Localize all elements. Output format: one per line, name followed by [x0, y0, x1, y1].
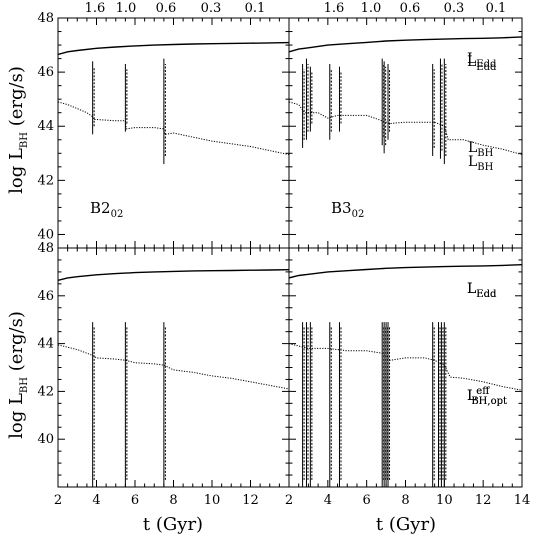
label-l-bh: Leff BH,opt: [467, 386, 507, 407]
top-tick-label: 0.6: [400, 1, 421, 16]
top-tick-label: 0.1: [486, 1, 507, 16]
series-line: [58, 41, 289, 56]
series-l-bh: [58, 322, 289, 487]
series-line: [58, 344, 289, 390]
panel-2: 1.6 1.0 0.6 0.3 0.1 LEdd LBH B302: [288, 1, 523, 249]
label-l-bh: Leff BH,opt: [467, 386, 507, 407]
label-l-edd: LEdd: [467, 281, 497, 300]
panel-frame: [288, 17, 523, 249]
series-line: [58, 269, 289, 281]
series-l-edd: [58, 269, 289, 281]
x-tick-label: 2: [285, 493, 293, 508]
x-tick-label: 10: [204, 493, 221, 508]
label-l-edd: LEdd: [467, 51, 497, 70]
svg-text:log LBH (erg/s): log LBH (erg/s): [6, 311, 30, 439]
x-tick-label: 6: [131, 493, 139, 508]
series-l-bh: [289, 322, 522, 487]
x-tick-label: 4: [92, 493, 100, 508]
y-tick-label: 48: [37, 241, 54, 256]
label-l-bh: LBH: [468, 140, 494, 159]
x-tick-label: 12: [242, 493, 259, 508]
series-l-bh: [58, 58, 289, 165]
panel-frame: [288, 247, 523, 488]
series-line: [289, 343, 522, 391]
y-axis-label-sub: BH: [19, 132, 30, 148]
panel-1: 40 42 44 46 48 1.6 1.0 0.6 0.3 0.1 LEdd LBH B202: [37, 1, 497, 249]
series-l-bh: [289, 58, 522, 165]
x-axis-label-left: t (Gyr): [143, 514, 203, 535]
panel-4: 2 4 6 8 10 12 14 LEdd Leff BH,opt: [285, 247, 531, 508]
label-l-bh: LBH: [468, 154, 494, 173]
y-axis-label-bottom: log LBH (erg/s): [6, 311, 30, 439]
panel-name: B202: [90, 199, 123, 220]
series-line: [289, 101, 522, 156]
label-l-edd: LEdd: [467, 54, 497, 73]
series-l-edd: [58, 41, 289, 56]
label-l-edd: LEdd: [467, 281, 497, 300]
top-tick-label: 0.6: [156, 1, 177, 16]
series-line: [58, 101, 289, 156]
svg-text:log LBH (erg/s): log LBH (erg/s): [6, 66, 30, 194]
series-line: [289, 36, 522, 53]
y-tick-label: 42: [37, 384, 54, 399]
x-tick-label: 8: [169, 493, 177, 508]
y-axis-label-unit: (erg/s): [6, 66, 27, 126]
y-tick-label: 48: [37, 11, 54, 26]
x-tick-label: 10: [436, 493, 453, 508]
x-tick-label: 4: [324, 493, 332, 508]
x-axis-label-right: t (Gyr): [376, 514, 436, 535]
y-axis-label-sub: BH: [19, 377, 30, 393]
y-axis-label-unit: (erg/s): [6, 311, 27, 371]
y-tick-label: 44: [37, 119, 54, 134]
series-l-edd: [289, 264, 522, 279]
y-tick-label: 40: [37, 227, 54, 242]
x-tick-label: 6: [363, 493, 371, 508]
top-tick-label: 1.6: [85, 1, 106, 16]
y-axis-label-main: log L: [6, 393, 27, 439]
top-tick-label: 0.1: [245, 1, 266, 16]
x-tick-label: 14: [514, 493, 531, 508]
panel-name: B302: [331, 199, 364, 220]
y-tick-label: 46: [37, 65, 54, 80]
y-tick-label: 44: [37, 337, 54, 352]
y-tick-label: 42: [37, 173, 54, 188]
top-tick-label: 1.6: [324, 1, 345, 16]
x-tick-label: 2: [54, 493, 62, 508]
y-axis-label-main: log L: [6, 148, 27, 194]
y-tick-label: 40: [37, 432, 54, 447]
series-line: [289, 264, 522, 279]
y-tick-label: 46: [37, 289, 54, 304]
x-tick-label: 8: [401, 493, 409, 508]
series-l-edd: [289, 36, 522, 53]
top-tick-label: 0.3: [201, 1, 222, 16]
top-tick-label: 0.3: [444, 1, 465, 16]
top-tick-label: 1.0: [116, 1, 137, 16]
top-tick-label: 1.0: [361, 1, 382, 16]
y-axis-label-top: log LBH (erg/s): [6, 66, 30, 194]
x-tick-label: 12: [475, 493, 492, 508]
